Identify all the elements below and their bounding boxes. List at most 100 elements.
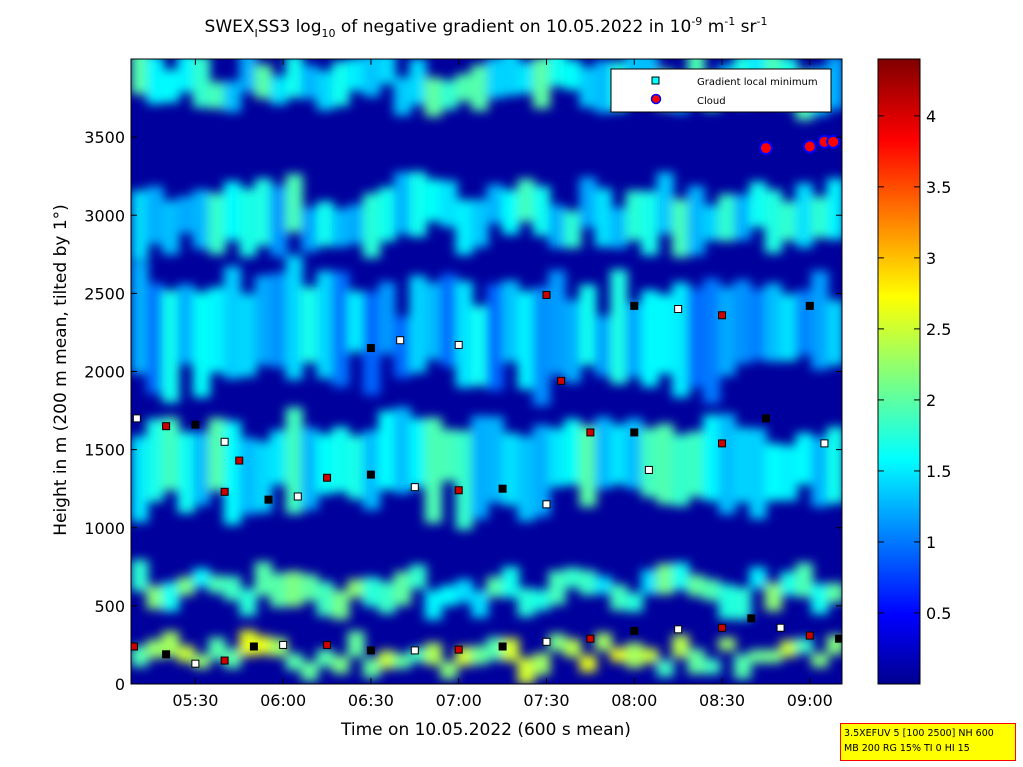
gradient-minimum-marker (323, 473, 332, 482)
field-patch (331, 590, 350, 620)
colorbar-tick-label: 4 (926, 107, 936, 126)
field-patch (208, 287, 226, 373)
field-patch (347, 579, 365, 598)
field-patch (208, 82, 226, 109)
field-patch (347, 631, 365, 658)
field-patch (594, 60, 613, 113)
field-patch (733, 587, 752, 620)
field-patch (656, 172, 674, 235)
field-patch (671, 434, 690, 507)
field-patch (347, 290, 365, 352)
gradient-minimum-marker (396, 336, 405, 345)
field-patch (192, 189, 211, 249)
field-patch (146, 418, 164, 502)
y-tick-label: 500 (94, 597, 125, 616)
x-tick-label: 06:00 (260, 691, 306, 710)
field-patch (455, 579, 474, 603)
field-patch (192, 291, 211, 398)
field-patch (440, 661, 458, 680)
field-patch (718, 286, 736, 377)
legend-circle-marker (650, 93, 662, 105)
field-patch (471, 199, 489, 247)
field-patch (579, 570, 597, 596)
field-patch (316, 649, 334, 667)
gradient-minimum-marker (630, 301, 639, 310)
field-patch (239, 293, 257, 377)
field-patch (347, 435, 365, 500)
gradient-minimum-marker (366, 344, 375, 353)
cloud-marker (802, 139, 817, 154)
field-patch (826, 300, 842, 366)
field-patch (486, 284, 504, 391)
gradient-minimum-marker (718, 439, 727, 448)
field-patch (347, 59, 365, 91)
field-patch (455, 199, 474, 255)
gradient-minimum-marker (454, 645, 463, 654)
field-patch (826, 178, 842, 240)
field-patch (749, 428, 767, 519)
field-patch (532, 589, 551, 611)
field-patch (424, 417, 443, 524)
gradient-minimum-marker (586, 428, 595, 437)
gradient-minimum-marker (630, 626, 639, 635)
field-patch (362, 658, 381, 678)
field-patch (316, 581, 334, 617)
field-patch (409, 564, 427, 589)
gradient-minimum-marker (776, 623, 785, 632)
y-tick-label: 2000 (84, 363, 125, 382)
x-axis-label: Time on 10.05.2022 (600 s mean) (340, 720, 631, 740)
field-patch (161, 582, 180, 612)
field-patch (702, 205, 721, 241)
field-patch (131, 559, 149, 592)
field-patch (378, 581, 396, 614)
field-patch (671, 634, 690, 658)
info-line-2: MB 200 RG 15% TI 0 HI 15 (844, 743, 970, 754)
field-patch (440, 80, 458, 110)
field-patch (517, 62, 535, 94)
gradient-minimum-marker (162, 650, 171, 659)
field-patch (239, 588, 257, 616)
field-patch (764, 443, 783, 501)
field-patch (625, 592, 644, 612)
field-patch (301, 65, 319, 99)
gradient-minimum-marker (454, 340, 463, 349)
field-patch (749, 649, 767, 664)
field-patch (548, 428, 566, 487)
field-patch (362, 430, 381, 510)
field-patch (501, 432, 520, 506)
colorbar-tick-label: 1.5 (926, 462, 951, 481)
gradient-minimum-marker (410, 646, 419, 655)
field-patch (795, 290, 814, 356)
field-patch (409, 171, 427, 237)
gradient-minimum-marker (162, 422, 171, 431)
y-tick-label: 2500 (84, 284, 125, 303)
field-patch (270, 75, 288, 105)
field-patch (177, 196, 195, 234)
field-patch (285, 59, 304, 98)
field-patch (455, 281, 474, 388)
field-patch (455, 73, 474, 102)
info-line-1: 3.5XEFUV 5 [100 2500] NH 600 (844, 728, 994, 739)
field-patch (208, 193, 226, 255)
field-patch (131, 190, 149, 261)
gradient-minimum-marker (235, 456, 244, 465)
field-patch (285, 571, 304, 607)
field-patch (594, 632, 613, 651)
field-patch (254, 635, 273, 655)
field-patch (347, 204, 365, 244)
field-patch (316, 70, 334, 111)
field-patch (687, 431, 705, 498)
field-patch (393, 571, 412, 606)
field-patch (146, 585, 164, 610)
field-patch (424, 642, 443, 666)
x-tick-label: 09:00 (787, 691, 833, 710)
field-patch (177, 284, 195, 365)
field-patch (254, 561, 273, 596)
field-patch (780, 640, 798, 658)
field-patch (517, 657, 535, 684)
field-patch (393, 653, 412, 669)
field-patch (440, 273, 458, 367)
field-patch (641, 648, 659, 664)
field-patch (378, 410, 396, 490)
field-patch (378, 281, 396, 355)
